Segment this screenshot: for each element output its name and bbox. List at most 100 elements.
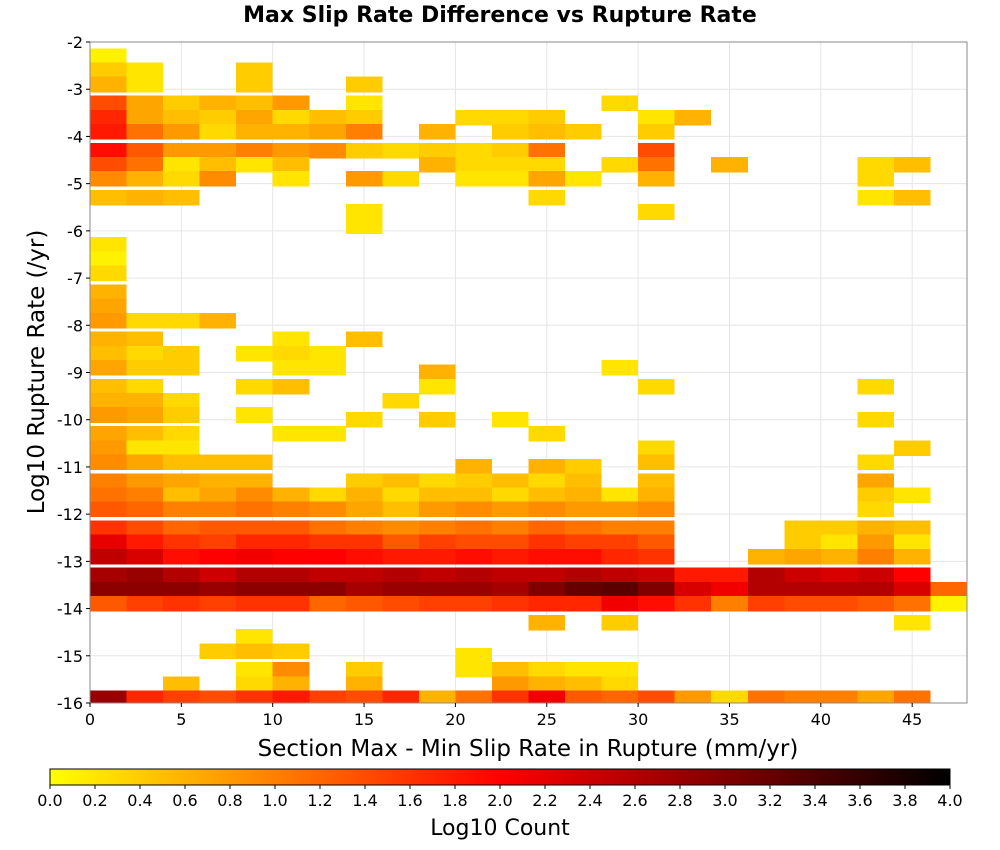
heatmap-cell: [199, 690, 237, 703]
heatmap-cell: [857, 596, 894, 612]
colorbar-label: Log10 Count: [430, 816, 570, 841]
heatmap-cell: [857, 567, 894, 584]
y-tick-label: -2: [67, 33, 83, 52]
x-tick-label: 40: [811, 710, 831, 729]
heatmap-cell: [272, 501, 310, 518]
heatmap-cell: [345, 596, 383, 612]
heatmap-cell: [784, 548, 821, 565]
heatmap-cell: [163, 359, 200, 376]
heatmap-cell: [418, 581, 456, 598]
heatmap-cell: [272, 548, 310, 565]
heatmap-cell: [163, 171, 200, 187]
heatmap-cell: [638, 520, 675, 537]
heatmap-cell: [90, 298, 127, 315]
heatmap-cell: [126, 142, 164, 159]
heatmap-cell: [199, 142, 237, 159]
heatmap-cell: [820, 581, 858, 598]
heatmap-cell: [857, 378, 894, 395]
heatmap-cell: [674, 690, 712, 703]
heatmap-cell: [163, 95, 200, 112]
heatmap-cell: [345, 95, 383, 112]
heatmap-cell: [126, 487, 164, 504]
heatmap-cell: [199, 109, 237, 126]
heatmap-cell: [199, 95, 237, 112]
heatmap-cell: [236, 62, 273, 79]
heatmap-cell: [272, 171, 310, 187]
heatmap-cell: [272, 359, 310, 376]
heatmap-cell: [418, 548, 456, 565]
heatmap-cell: [601, 487, 639, 504]
heatmap-cell: [893, 690, 931, 703]
heatmap-cell: [163, 454, 200, 470]
heatmap-cell: [382, 501, 419, 518]
heatmap-cell: [163, 520, 200, 537]
heatmap-cell: [565, 567, 602, 584]
heatmap-cell: [784, 581, 821, 598]
heatmap-cell: [820, 596, 858, 612]
heatmap-cell: [418, 534, 456, 551]
heatmap-cell: [126, 378, 164, 395]
heatmap-cell: [747, 596, 785, 612]
heatmap-cell: [455, 171, 492, 187]
heatmap-cell: [199, 596, 237, 612]
heatmap-cell: [345, 548, 383, 565]
heatmap-cell: [90, 407, 127, 423]
heatmap-cell: [784, 690, 821, 703]
x-axis: 0 5 10 15 20 25 30 35 40 45: [85, 703, 922, 729]
heatmap-cell: [236, 109, 273, 126]
heatmap-cell: [491, 662, 529, 678]
heatmap-cell: [820, 567, 858, 584]
heatmap-cell: [199, 171, 237, 187]
heatmap-cell: [272, 596, 310, 612]
heatmap-cell: [163, 156, 200, 173]
heatmap-cell: [90, 76, 127, 93]
heatmap-cell: [90, 596, 127, 612]
colorbar-ticks: 0.0 0.2 0.4 0.6 0.8 1.0 1.2 1.4 1.6 1.8 2.0 2.2 2.4 2…: [37, 785, 963, 810]
x-tick-label: 5: [176, 710, 186, 729]
heatmap-cell: [345, 487, 383, 504]
heatmap-cell: [163, 393, 200, 409]
heatmap-cell: [528, 501, 566, 518]
heatmap-cell: [90, 359, 127, 376]
heatmap-cell: [565, 676, 602, 692]
heatmap-cell: [601, 676, 639, 692]
y-tick-label: -16: [57, 694, 83, 713]
heatmap-cell: [747, 581, 785, 598]
colorbar-tick-label: 4.0: [937, 791, 962, 810]
heatmap-cell: [163, 473, 200, 489]
heatmap-cell: [491, 567, 529, 584]
heatmap-cell: [236, 407, 273, 423]
heatmap-cell: [345, 501, 383, 518]
heatmap-cell: [345, 123, 383, 140]
x-tick-label: 15: [354, 710, 374, 729]
heatmap-cell: [345, 142, 383, 159]
heatmap-cell: [345, 676, 383, 692]
heatmap-cell: [236, 473, 273, 489]
heatmap-cell: [90, 284, 127, 301]
heatmap-cell: [126, 473, 164, 489]
heatmap-cell: [638, 171, 675, 187]
heatmap-cell: [126, 95, 164, 112]
heatmap-cell: [638, 548, 675, 565]
heatmap-cell: [90, 534, 127, 551]
heatmap-cell: [491, 596, 529, 612]
heatmap-cell: [199, 454, 237, 470]
heatmap-cell: [382, 567, 419, 584]
heatmap-cell: [126, 581, 164, 598]
heatmap-cell: [528, 690, 566, 703]
heatmap-cell: [126, 123, 164, 140]
y-tick-label: -8: [67, 316, 83, 335]
heatmap-cell: [236, 76, 273, 93]
heatmap-cell: [236, 142, 273, 159]
heatmap-cell: [345, 567, 383, 584]
heatmap-cell: [236, 643, 273, 659]
heatmap-cell: [199, 473, 237, 489]
colorbar-tick-label: 2.6: [622, 791, 647, 810]
heatmap-cell: [893, 567, 931, 584]
heatmap-cell: [491, 473, 529, 489]
heatmap-cell: [382, 548, 419, 565]
heatmap-cell: [236, 501, 273, 518]
heatmap-cell: [90, 123, 127, 140]
heatmap-cell: [455, 548, 492, 565]
